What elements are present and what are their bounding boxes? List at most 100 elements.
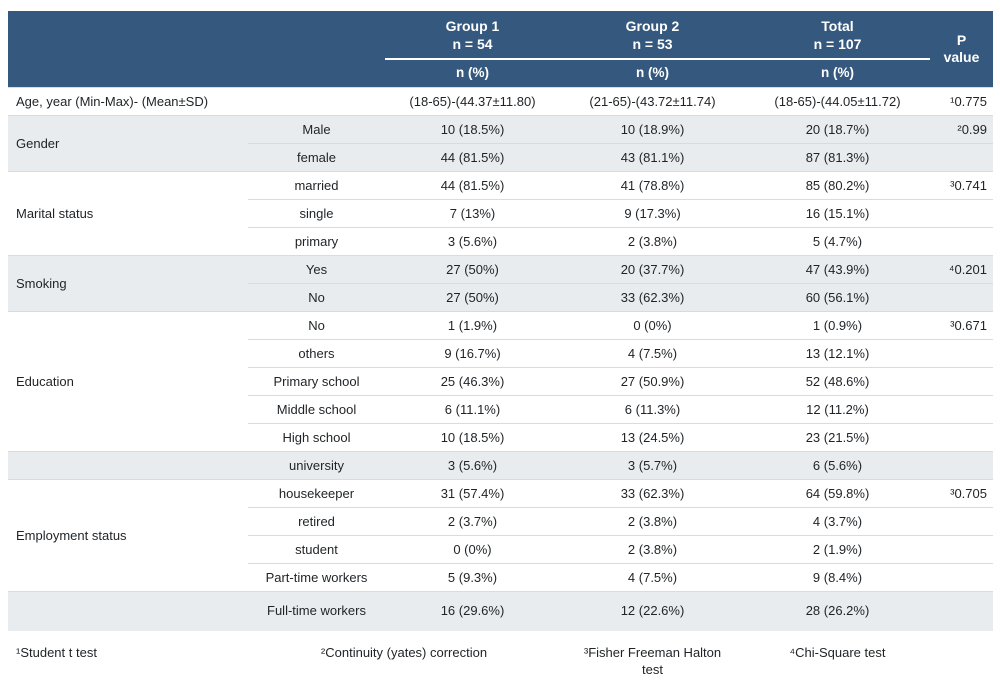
header-spacer-cell — [8, 11, 385, 88]
group1-title: Group 1 — [445, 18, 500, 34]
category-cell — [8, 451, 248, 480]
value-cell-group2: 9 (17.3%) — [560, 199, 745, 228]
value-cell-group1: 10 (18.5%) — [385, 115, 560, 144]
value-cell-total: 4 (3.7%) — [745, 507, 930, 536]
category-cell: Marital status — [8, 171, 248, 256]
pvalue-cell — [930, 143, 993, 172]
subcategory-cell: retired — [248, 507, 385, 536]
header-total: Total n = 107 — [745, 11, 930, 60]
table-row: Employment status housekeeper 31 (57.4%) 33… — [8, 479, 993, 592]
value-cell-group1: 6 (11.1%) — [385, 395, 560, 424]
subcategory-cell: Part-time workers — [248, 563, 385, 592]
value-cell-group2: 6 (11.3%) — [560, 395, 745, 424]
value-cell-group1: 3 (5.6%) — [385, 451, 560, 480]
subcategory-cell: No — [248, 283, 385, 312]
subcategory-cell: others — [248, 339, 385, 368]
value-cell-group2: 10 (18.9%) — [560, 115, 745, 144]
value-cell-group1: 25 (46.3%) — [385, 367, 560, 396]
pvalue-cell — [930, 423, 993, 452]
category-cell: Age, year (Min-Max)- (Mean±SD) — [8, 87, 385, 116]
value-cell-group1: 3 (5.6%) — [385, 227, 560, 256]
group1-n-pct-label: n (%) — [385, 59, 560, 88]
subcategory-cell: Middle school — [248, 395, 385, 424]
value-cell-group1: 0 (0%) — [385, 535, 560, 564]
pvalue-cell — [930, 339, 993, 368]
total-title: Total — [821, 18, 854, 34]
value-cell-group1: 27 (50%) — [385, 255, 560, 284]
subcategory-cell: Yes — [248, 255, 385, 284]
subcategory-cell: university — [248, 451, 385, 480]
value-cell-group1: 5 (9.3%) — [385, 563, 560, 592]
group1-n: n = 54 — [452, 36, 493, 52]
pvalue-cell: ¹0.775 — [930, 87, 993, 116]
subcategory-cell: Male — [248, 115, 385, 144]
total-n-pct-label: n (%) — [745, 59, 930, 88]
subcategory-cell: student — [248, 535, 385, 564]
value-cell-group2: 4 (7.5%) — [560, 563, 745, 592]
value-cell-total: 20 (18.7%) — [745, 115, 930, 144]
value-cell-group1: 16 (29.6%) — [385, 591, 560, 631]
subcategory-cell: housekeeper — [248, 479, 385, 508]
value-cell-total: 60 (56.1%) — [745, 283, 930, 312]
table-row: student 0 (0%) 2 (3.8%) 2 (1.9%) — [8, 535, 993, 564]
value-cell-group2: 33 (62.3%) — [560, 479, 745, 508]
value-cell-group1: (18-65)-(44.37±11.80) — [385, 87, 560, 116]
table-row: university 3 (5.6%) 3 (5.7%) 6 (5.6%) — [8, 451, 993, 480]
pvalue-cell — [930, 563, 993, 592]
table-footnotes: ¹Student t test ²Continuity (yates) corr… — [8, 631, 993, 678]
table-row: Part-time workers 5 (9.3%) 4 (7.5%) 9 (8.4%… — [8, 563, 993, 592]
value-cell-total: (18-65)-(44.05±11.72) — [745, 87, 930, 116]
table-header: Group 1 n = 54 Group 2 n = 53 Total n = … — [8, 11, 993, 88]
value-cell-total: 85 (80.2%) — [745, 171, 930, 200]
pvalue-cell — [930, 199, 993, 228]
pvalue-cell — [930, 367, 993, 396]
subcategory-cell: Full-time workers — [248, 591, 385, 631]
group2-n: n = 53 — [632, 36, 673, 52]
value-cell-total: 13 (12.1%) — [745, 339, 930, 368]
group2-title: Group 2 — [625, 18, 680, 34]
value-cell-group2: 2 (3.8%) — [560, 227, 745, 256]
subcategory-cell: Primary school — [248, 367, 385, 396]
value-cell-group1: 9 (16.7%) — [385, 339, 560, 368]
category-cell: Education — [8, 311, 248, 452]
value-cell-total: 12 (11.2%) — [745, 395, 930, 424]
value-cell-group2: (21-65)-(43.72±11.74) — [560, 87, 745, 116]
pvalue-cell — [930, 451, 993, 480]
table-row: female 44 (81.5%) 43 (81.1%) 87 (81.3%) — [8, 143, 993, 172]
value-cell-group1: 27 (50%) — [385, 283, 560, 312]
value-cell-total: 1 (0.9%) — [745, 311, 930, 340]
value-cell-group1: 31 (57.4%) — [385, 479, 560, 508]
footnote-continuity-correction: ²Continuity (yates) correction — [248, 631, 560, 678]
subcategory-cell: married — [248, 171, 385, 200]
category-cell — [8, 591, 248, 631]
subcategory-cell: High school — [248, 423, 385, 452]
subcategory-cell: primary — [248, 227, 385, 256]
pvalue-cell — [930, 227, 993, 256]
table-row: Smoking Yes 27 (50%) 20 (37.7%) 47 (43.9%) ⁴0… — [8, 255, 993, 312]
table-row: High school 10 (18.5%) 13 (24.5%) 23 (21.5%… — [8, 423, 993, 452]
pvalue-cell: ³0.705 — [930, 479, 993, 508]
category-cell: Employment status — [8, 479, 248, 592]
table-row: Age, year (Min-Max)- (Mean±SD) (18-65)-(4… — [8, 87, 993, 116]
value-cell-group2: 4 (7.5%) — [560, 339, 745, 368]
value-cell-group1: 10 (18.5%) — [385, 423, 560, 452]
header-pvalue: P value — [930, 11, 993, 88]
pvalue-cell — [930, 591, 993, 631]
table-row: Primary school 25 (46.3%) 27 (50.9%) 52 (48… — [8, 367, 993, 396]
value-cell-group2: 43 (81.1%) — [560, 143, 745, 172]
subcategory-cell: single — [248, 199, 385, 228]
value-cell-total: 23 (21.5%) — [745, 423, 930, 452]
pvalue-cell: ²0.99 — [930, 115, 993, 144]
value-cell-total: 6 (5.6%) — [745, 451, 930, 480]
footnote-fisher-freeman-halton: ³Fisher Freeman Halton test — [560, 631, 745, 678]
value-cell-total: 5 (4.7%) — [745, 227, 930, 256]
footnote-row: ¹Student t test ²Continuity (yates) corr… — [8, 631, 993, 678]
value-cell-group1: 44 (81.5%) — [385, 143, 560, 172]
table-row: others 9 (16.7%) 4 (7.5%) 13 (12.1%) — [8, 339, 993, 368]
value-cell-total: 47 (43.9%) — [745, 255, 930, 284]
footnote-empty-cell — [930, 631, 993, 678]
value-cell-total: 52 (48.6%) — [745, 367, 930, 396]
value-cell-total: 87 (81.3%) — [745, 143, 930, 172]
value-cell-total: 2 (1.9%) — [745, 535, 930, 564]
demographics-table: Group 1 n = 54 Group 2 n = 53 Total n = … — [8, 11, 993, 678]
